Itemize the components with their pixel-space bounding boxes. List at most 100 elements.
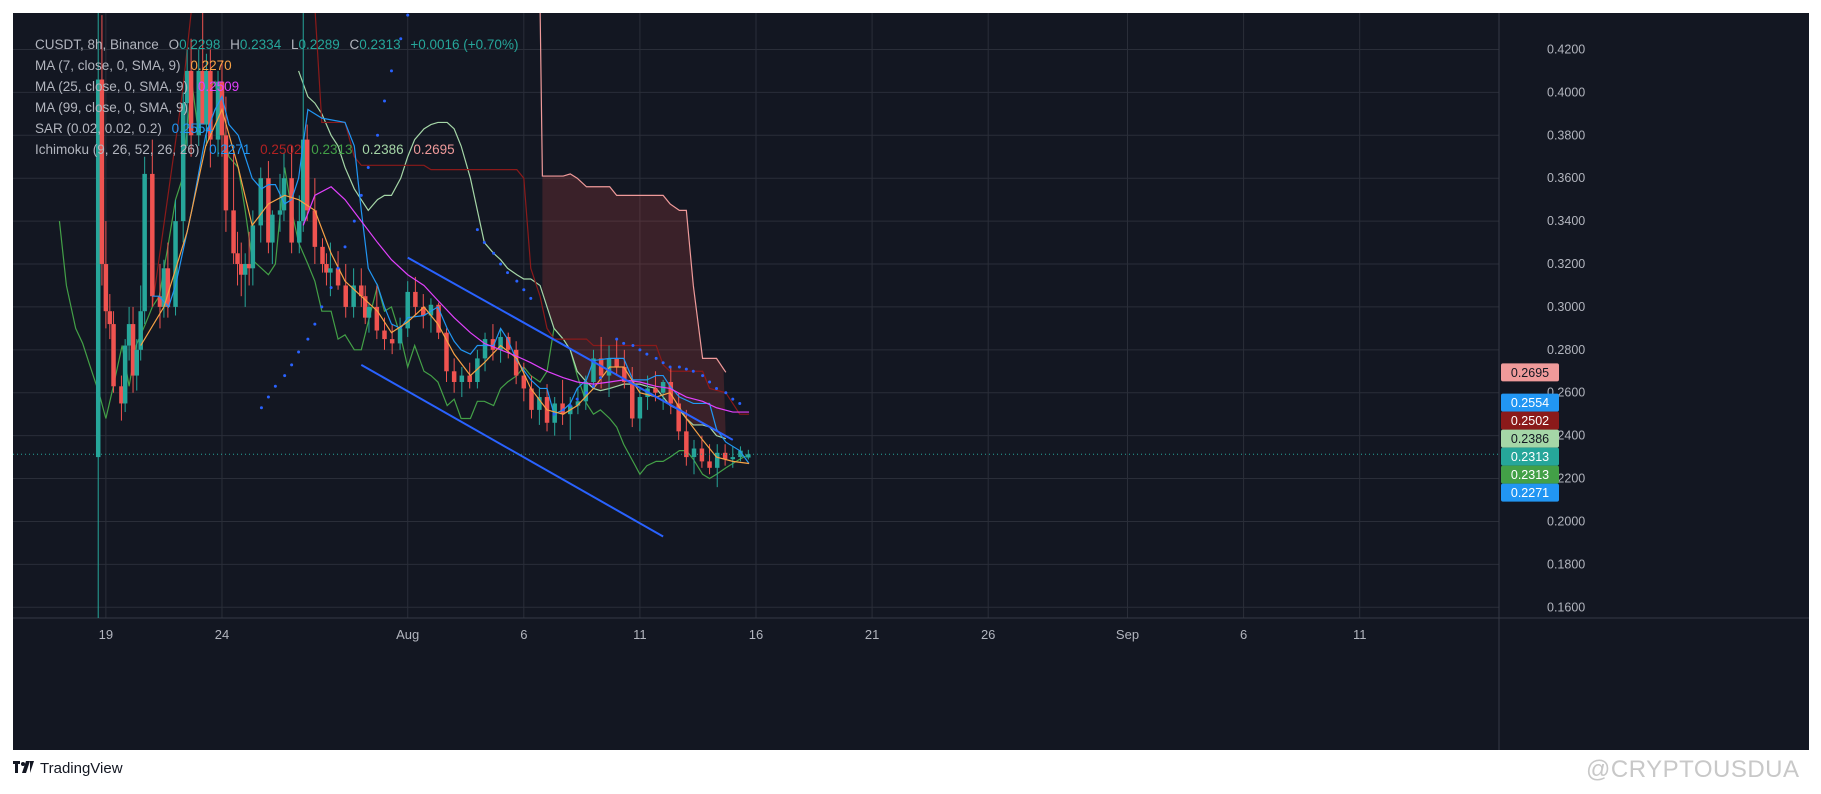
sar-dot (677, 365, 681, 369)
ichimoku-span-a-line (298, 70, 727, 440)
sar-dot (290, 363, 294, 367)
price-tag-label: 0.2695 (1511, 366, 1549, 380)
candle-up (204, 70, 209, 125)
candle-down (629, 382, 635, 419)
plot-area (13, 13, 1499, 618)
sar-dot (273, 384, 277, 388)
sar-dot (724, 391, 728, 395)
legend-ichimoku-label[interactable]: Ichimoku (9, 26, 52, 26, 26) (35, 142, 200, 157)
price-tick-label: 0.2000 (1547, 514, 1585, 528)
legend-open: 0.2298 (179, 37, 221, 52)
channel-upper-line (407, 256, 734, 441)
sar-dot (638, 348, 642, 352)
sar-dot (376, 133, 380, 137)
candle-down (362, 296, 368, 318)
legend-ma7-label[interactable]: MA (7, close, 0, SMA, 9) (35, 58, 181, 73)
legend-low-label: L (290, 37, 299, 52)
candle-down (451, 371, 457, 383)
sar-dot (499, 262, 503, 266)
candle-up (258, 178, 263, 226)
legend-ma25-row[interactable]: MA (25, close, 0, SMA, 9) 0.2509 (35, 76, 524, 97)
candle-up (126, 324, 132, 346)
legend-ma25-label[interactable]: MA (25, close, 0, SMA, 9) (35, 79, 189, 94)
price-tag-label: 0.2271 (1511, 486, 1549, 500)
price-tick-label: 0.1600 (1547, 600, 1585, 614)
price-tag-label: 0.2313 (1511, 450, 1549, 464)
candle-down (389, 339, 395, 344)
candle-down (467, 375, 472, 383)
legend-close: 0.2313 (359, 37, 401, 52)
candle-down (444, 332, 449, 372)
sar-dot (320, 305, 324, 309)
candle-down (266, 178, 271, 243)
candle-up (328, 268, 333, 273)
candle-down (312, 210, 318, 247)
candle-down (119, 386, 124, 404)
legend-ma99-row[interactable]: MA (99, close, 0, SMA, 9) (35, 97, 524, 118)
channel-lower-line (360, 363, 664, 538)
price-tag (1501, 411, 1559, 430)
time-tick-label: 24 (215, 627, 229, 642)
sar-dot (645, 352, 649, 356)
sar-dot (622, 341, 626, 345)
grid-lines (13, 13, 1499, 618)
sar-dots (259, 13, 742, 416)
candle-up (300, 139, 306, 222)
chart-panel[interactable]: 0.4200 0.4000 0.3800 0.3600 0.3400 0.3200 0.30… (13, 13, 1809, 750)
candle-up (161, 268, 167, 307)
ichimoku-span-b-line (539, 13, 727, 373)
candle-down (150, 173, 155, 297)
sar-dot (568, 404, 572, 408)
candle-up (498, 336, 503, 350)
candle-up (250, 225, 256, 269)
candle-up (397, 328, 403, 344)
tradingview-logo[interactable]: TradingView (13, 760, 123, 777)
candle-down (622, 366, 627, 383)
sar-dot (661, 361, 665, 365)
candle-up (138, 311, 143, 350)
candle-down (103, 264, 109, 312)
sar-dot (701, 374, 705, 378)
candle-down (684, 431, 689, 458)
sar-dot (615, 337, 619, 341)
sar-dot (482, 241, 486, 245)
candle-down (529, 388, 534, 410)
sar-dot (383, 99, 386, 103)
legend-high-label: H (230, 37, 240, 52)
sar-dot (708, 380, 712, 384)
candle-down (111, 324, 116, 387)
time-tick-label: 11 (633, 627, 647, 642)
legend-ma99-label[interactable]: MA (99, close, 0, SMA, 9) (35, 100, 189, 115)
sar-dot (259, 406, 263, 410)
legend-symbol-row[interactable]: CUSDT, 8h, Binance O0.2298 H0.2334 L0.22… (35, 34, 524, 55)
candle-up (405, 291, 410, 329)
legend-symbol[interactable]: CUSDT, 8h, Binance (35, 37, 159, 52)
sar-dot (668, 365, 672, 369)
candle-up (366, 306, 372, 318)
sar-dot (585, 391, 589, 395)
price-tag-label: 0.2554 (1511, 396, 1549, 410)
legend-sar-label[interactable]: SAR (0.02, 0.02, 0.2) (35, 121, 162, 136)
legend-ma7-row[interactable]: MA (7, close, 0, SMA, 9) 0.2270 (35, 55, 524, 76)
sar-dot (283, 374, 287, 378)
candle-down (231, 210, 236, 254)
price-tick-label: 0.4000 (1547, 85, 1585, 99)
candle-down (421, 306, 426, 316)
legend-low: 0.2289 (298, 37, 340, 52)
candle-down (320, 246, 325, 265)
candle-up (428, 304, 434, 316)
sar-dot (406, 13, 410, 17)
candle-down (521, 375, 527, 389)
candle-down (676, 403, 681, 432)
candle-down (335, 268, 341, 286)
price-tick-label: 0.3600 (1547, 171, 1585, 185)
sar-dot (343, 245, 347, 249)
candle-down (506, 336, 511, 350)
legend-ichimoku-row[interactable]: Ichimoku (9, 26, 52, 26, 26) 0.2271 0.25… (35, 139, 524, 160)
price-chart[interactable]: 0.4200 0.4000 0.3800 0.3600 0.3400 0.3200 0.30… (13, 13, 1809, 750)
legend-sar-row[interactable]: SAR (0.02, 0.02, 0.2) 0.2554 (35, 118, 524, 139)
candle-up (482, 339, 488, 359)
legend-open-label: O (168, 37, 180, 52)
sar-dot (336, 266, 340, 270)
ichimoku-conversion-line (152, 95, 750, 464)
